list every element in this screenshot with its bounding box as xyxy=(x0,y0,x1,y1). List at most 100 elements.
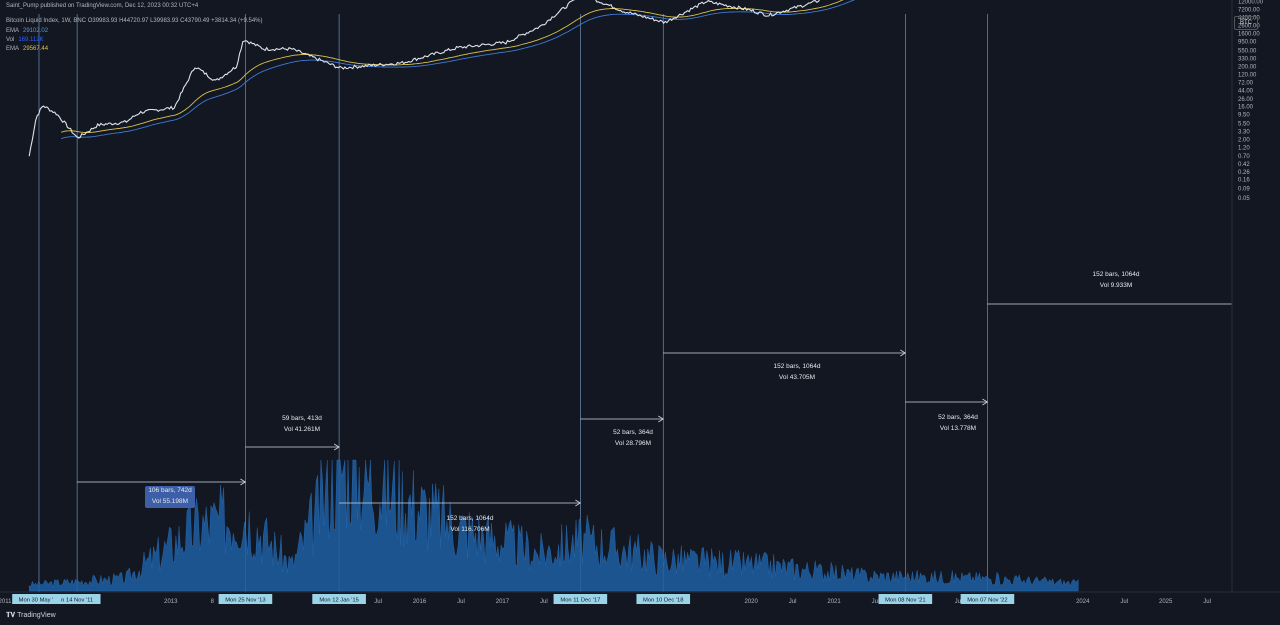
y-tick-label: 7200.00 xyxy=(1238,8,1260,14)
date-marker-bg xyxy=(312,594,366,604)
measure-arrow-head xyxy=(240,478,247,486)
date-marker-label: Mon 07 Nov '22 xyxy=(967,598,1007,604)
measure-label-highlight xyxy=(145,486,195,508)
x-tick-label: 2017 xyxy=(496,599,510,605)
y-tick-label: 1.20 xyxy=(1238,146,1250,152)
date-marker-bg xyxy=(553,594,608,604)
x-tick-label: 8 xyxy=(211,599,215,605)
vertical-markers xyxy=(38,14,988,592)
y-tick-label: 3.30 xyxy=(1238,130,1250,136)
x-tick-label: 2016 xyxy=(413,599,427,605)
y-tick-label: 0.70 xyxy=(1238,154,1250,160)
y-tick-label: 26.00 xyxy=(1238,97,1254,103)
x-tick-label: Jul xyxy=(457,599,465,605)
symbol-badge[interactable]: BTC xyxy=(1234,16,1258,30)
indicator-name: EMA xyxy=(6,28,20,34)
brand-label: TradingView xyxy=(17,612,56,619)
y-tick-label: 2600.00 xyxy=(1238,24,1260,30)
ohlc-line: Bitcoin Liquid Index, 1W, BNC O39983.93 … xyxy=(6,18,263,24)
measure-bars-label: 59 bars, 413d xyxy=(282,415,322,422)
indicator-ema-yellow[interactable]: EMA 29567.44 xyxy=(6,46,48,52)
measure-bars-label: 152 bars, 1064d xyxy=(447,515,494,522)
y-tick-label: 550.00 xyxy=(1238,48,1257,54)
date-marker-bg xyxy=(53,594,101,604)
y-tick-label: 950.00 xyxy=(1238,40,1257,46)
measure-arrow-head xyxy=(333,443,340,451)
date-marker-bg xyxy=(218,594,273,604)
x-tick-label: Jul xyxy=(872,599,880,605)
x-tick-label: Jul xyxy=(955,599,963,605)
date-marker-label: Mon 30 May '11 xyxy=(19,598,60,604)
measure-bars-label: 152 bars, 1064d xyxy=(774,363,821,370)
date-marker-label: Mon 11 Dec '17 xyxy=(560,598,600,604)
measure-arrow-head xyxy=(982,398,989,406)
y-tick-label: 0.09 xyxy=(1238,187,1250,193)
publisher-line: Saint_Pump published on TradingView.com,… xyxy=(6,3,199,9)
measure-vol-label: Vol 13.778M xyxy=(940,425,976,432)
measure-vol-label: Vol 43.705M xyxy=(779,374,815,381)
x-tick-label: 2024 xyxy=(1076,599,1090,605)
indicator-value: 29567.44 xyxy=(23,46,49,52)
measure-bars-label: 152 bars, 1064d xyxy=(1093,271,1140,278)
y-tick-label: 16.00 xyxy=(1238,104,1254,110)
measure-bars-label: 52 bars, 364d xyxy=(938,414,978,421)
y-tick-label: 4400.00 xyxy=(1238,15,1260,21)
y-tick-label: 72.00 xyxy=(1238,81,1254,87)
measure-vol-label: Vol 116.706M xyxy=(450,526,489,533)
date-marker-label: Mon 12 Jan '15 xyxy=(319,598,358,604)
y-tick-label: 0.26 xyxy=(1238,170,1250,176)
date-marker-bg xyxy=(636,594,691,604)
y-tick-label: 12000.00 xyxy=(1238,0,1264,5)
y-tick-label: 0.16 xyxy=(1238,178,1250,184)
y-tick-label: 9.50 xyxy=(1238,113,1250,119)
volume-area xyxy=(28,459,1079,592)
y-tick-label: 1600.00 xyxy=(1238,31,1260,37)
measure-arrow-head xyxy=(658,415,665,423)
y-tick-label: 200.00 xyxy=(1238,64,1257,70)
measure-bars-label: 106 bars, 742d xyxy=(148,487,192,494)
y-axis: 1200000.00720000.00440000.00260000.00160… xyxy=(1231,0,1264,592)
x-tick-label: Jul xyxy=(789,599,797,605)
date-marker-label: Mon 08 Nov '21 xyxy=(885,598,925,604)
ema-lines xyxy=(60,0,855,140)
date-marker-bg xyxy=(878,594,933,604)
tradingview-logo-icon: 𝐓𝐕 xyxy=(6,612,16,619)
indicator-value: 29102.02 xyxy=(23,28,49,34)
y-tick-label: 5.50 xyxy=(1238,121,1250,127)
date-marker-bg xyxy=(960,594,1015,604)
measurement-annotations: 106 bars, 742d Vol 55.198M 59 bars, 413d Vo… xyxy=(77,271,1232,533)
x-tick-label: Jul xyxy=(540,599,548,605)
x-tick-label: 2013 xyxy=(164,599,178,605)
date-marker-label: Mon 25 Nov '13 xyxy=(225,598,265,604)
ema-yellow-line xyxy=(60,0,844,133)
ema-blue-line xyxy=(60,0,855,140)
tradingview-brand: 𝐓𝐕 TradingView xyxy=(6,612,56,620)
measure-vol-label: Vol 55.198M xyxy=(152,498,188,505)
indicator-name: Vol xyxy=(6,37,15,43)
x-tick-label: 2021 xyxy=(827,599,841,605)
y-tick-label: 44.00 xyxy=(1238,88,1254,94)
y-tick-label: 2.00 xyxy=(1238,137,1250,143)
x-tick-label: Jul xyxy=(1120,599,1128,605)
y-tick-label: 0.42 xyxy=(1238,162,1250,168)
indicator-name: EMA xyxy=(6,46,20,52)
y-tick-label: 0.05 xyxy=(1238,196,1250,202)
y-tick-label: 120.00 xyxy=(1238,73,1257,79)
y-tick-label: 330.00 xyxy=(1238,56,1257,62)
measure-arrow-head xyxy=(575,499,582,507)
measure-bars-label: 52 bars, 364d xyxy=(613,429,653,436)
measure-vol-label: Vol 28.796M xyxy=(615,440,651,447)
x-tick-label: 2020 xyxy=(744,599,758,605)
x-tick-label: Jul xyxy=(1203,599,1211,605)
x-axis: 2011 Jul 2013 8 Jul 2016 Jul 2017 Jul 2020 Jul 2021… xyxy=(0,591,1280,605)
indicator-vol[interactable]: Vol 169.112K xyxy=(6,37,44,43)
price-series xyxy=(28,0,820,157)
price-line xyxy=(28,0,820,157)
measure-arrow-head xyxy=(900,349,907,357)
date-marker-label: Mon 10 Dec '18 xyxy=(643,598,683,604)
indicator-value: 169.112K xyxy=(18,37,44,43)
x-tick-label: 2011 xyxy=(0,599,12,605)
x-tick-label: Jul xyxy=(374,599,382,605)
indicator-ema-blue[interactable]: EMA 29102.02 xyxy=(6,28,48,34)
